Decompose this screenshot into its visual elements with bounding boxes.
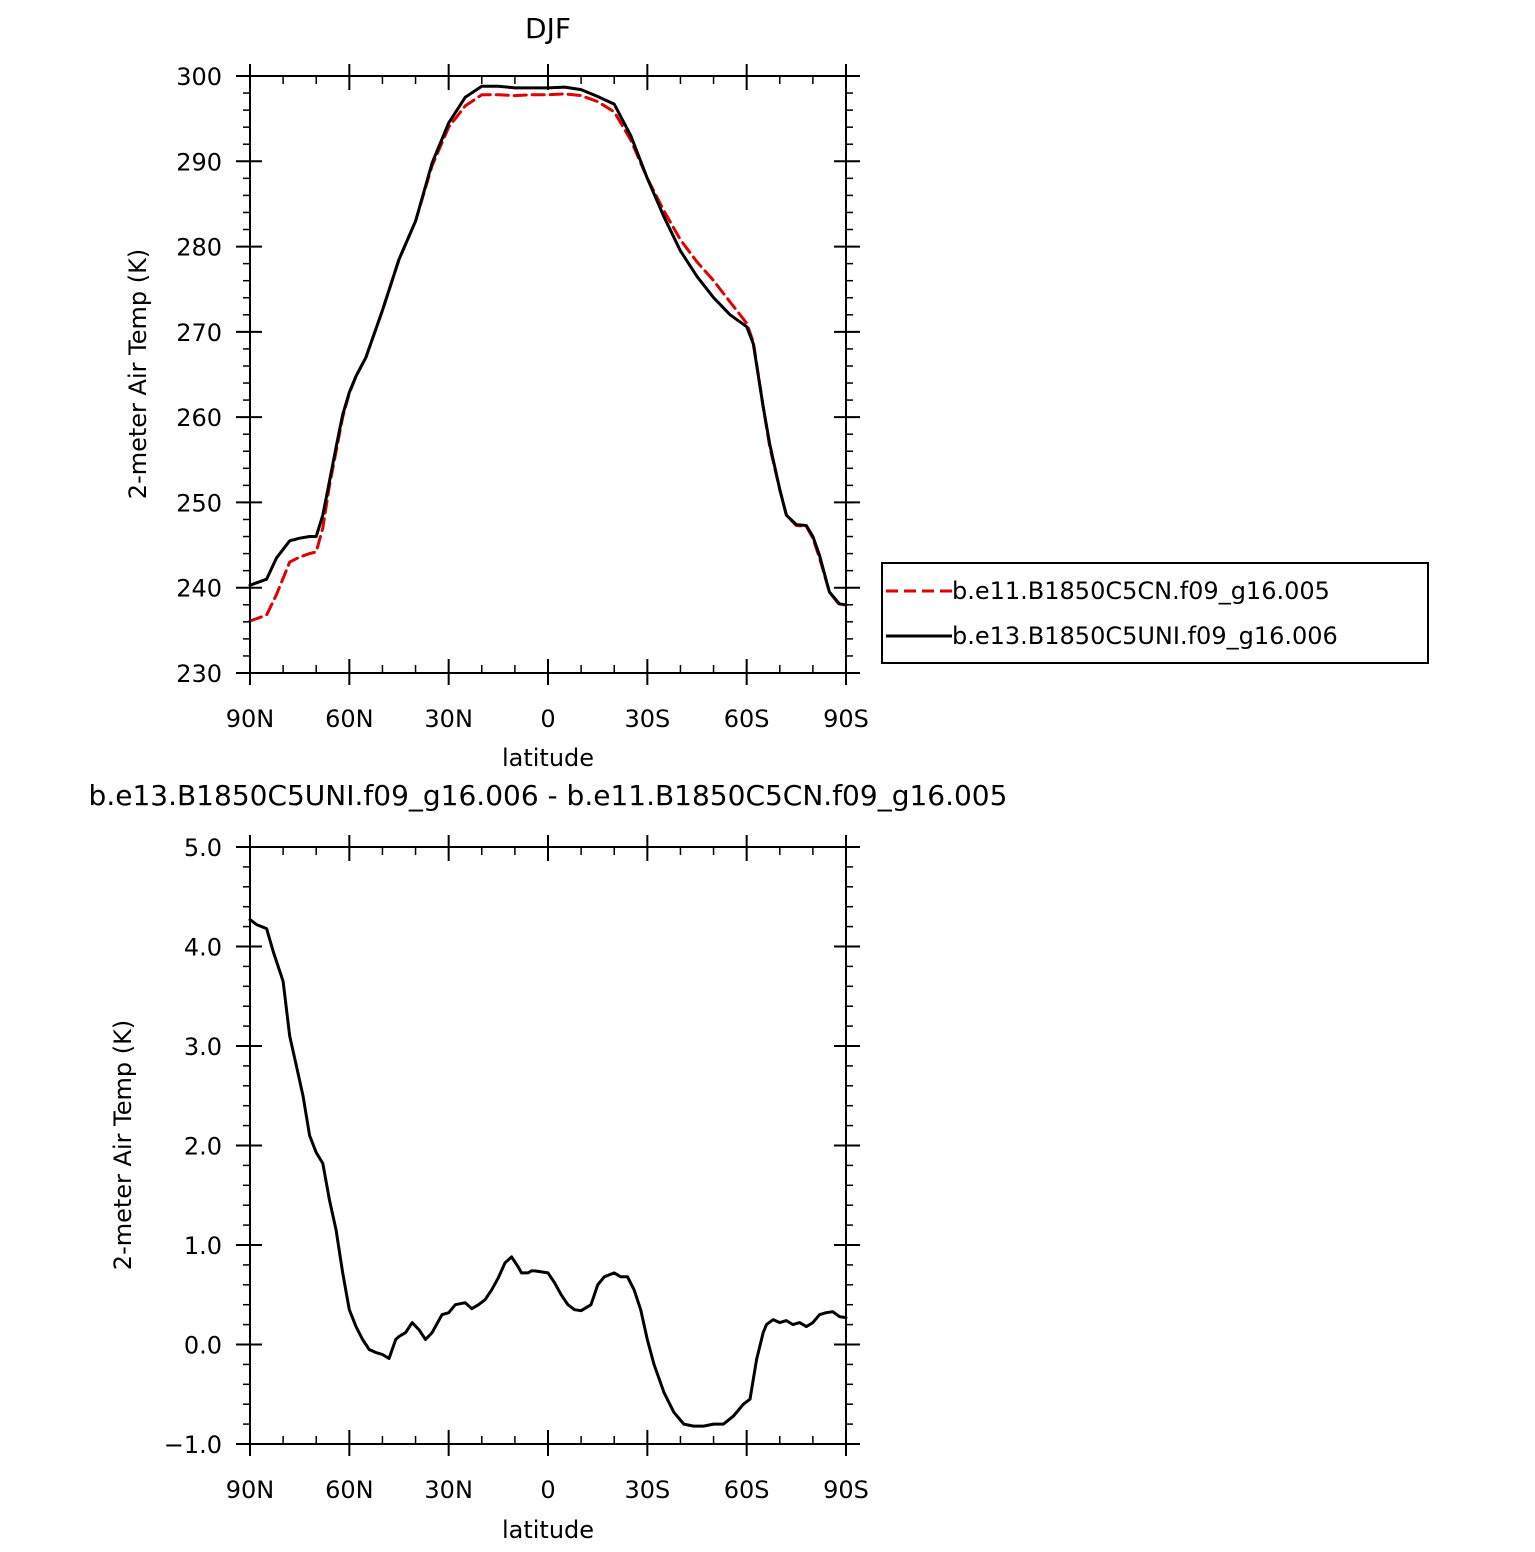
top-y-tick-label: 240 <box>176 575 222 603</box>
top-y-tick-label: 250 <box>176 489 222 517</box>
bottom-y-tick-label: 2.0 <box>184 1133 222 1161</box>
top-x-tick-label: 90S <box>823 705 869 733</box>
bottom-series-lines <box>248 918 848 1428</box>
bottom-series-line-1 <box>248 918 848 1428</box>
bottom-y-tick-labels: −1.0 0.0 1.0 2.0 3.0 4.0 5.0 <box>164 834 222 1459</box>
bottom-plot-frame <box>249 846 847 1445</box>
legend-box <box>881 562 1429 664</box>
bottom-x-tick-label: 60N <box>325 1476 374 1504</box>
top-x-axis-label: latitude <box>502 744 594 772</box>
bottom-plot-title: b.e13.B1850C5UNI.f09_g16.006 - b.e11.B18… <box>89 779 1008 812</box>
top-y-tick-label: 300 <box>176 63 222 91</box>
top-y-axis-label: 2-meter Air Temp (K) <box>124 249 152 499</box>
top-y-tick-label: 260 <box>176 404 222 432</box>
top-series-lines <box>248 84 848 623</box>
bottom-y-tick-label: 4.0 <box>184 934 222 962</box>
legend-label-series-2: b.e13.B1850C5UNI.f09_g16.006 <box>952 622 1338 650</box>
top-panel: DJF 90N 60N 30N 0 30S 60S 90S 2302402502602702… <box>124 12 869 772</box>
top-x-tick-label: 90N <box>226 705 275 733</box>
bottom-x-tick-label: 30S <box>624 1476 670 1504</box>
bottom-y-tick-label: −1.0 <box>164 1431 222 1459</box>
bottom-tick-marks <box>236 835 860 1456</box>
bottom-y-tick-label: 5.0 <box>184 834 222 862</box>
bottom-y-axis-label: 2-meter Air Temp (K) <box>109 1020 137 1270</box>
bottom-y-tick-label: 0.0 <box>184 1332 222 1360</box>
top-x-tick-label: 0 <box>540 705 555 733</box>
top-y-tick-label: 290 <box>176 148 222 176</box>
legend: b.e11.B1850C5CN.f09_g16.005 b.e13.B1850C… <box>881 562 1429 664</box>
bottom-x-axis-label: latitude <box>502 1516 594 1544</box>
top-y-tick-label: 270 <box>176 319 222 347</box>
top-plot-frame <box>249 75 847 674</box>
top-y-tick-label: 230 <box>176 660 222 688</box>
bottom-y-tick-label: 3.0 <box>184 1033 222 1061</box>
bottom-x-tick-label: 90S <box>823 1476 869 1504</box>
top-x-tick-labels: 90N 60N 30N 0 30S 60S 90S <box>226 705 869 733</box>
top-series-line-2 <box>248 84 848 607</box>
top-x-tick-label: 60N <box>325 705 374 733</box>
bottom-x-tick-label: 30N <box>424 1476 473 1504</box>
top-x-tick-label: 30N <box>424 705 473 733</box>
legend-label-series-1: b.e11.B1850C5CN.f09_g16.005 <box>952 577 1330 605</box>
top-plot-title: DJF <box>525 12 571 45</box>
top-x-tick-label: 30S <box>624 705 670 733</box>
bottom-x-tick-label: 60S <box>724 1476 770 1504</box>
top-x-tick-label: 60S <box>724 705 770 733</box>
top-y-tick-label: 280 <box>176 234 222 262</box>
top-y-tick-labels: 230 240 250 260 270 280 290 300 <box>176 63 222 688</box>
bottom-x-tick-label: 0 <box>540 1476 555 1504</box>
bottom-panel: b.e13.B1850C5UNI.f09_g16.006 - b.e11.B18… <box>89 779 1008 1544</box>
bottom-y-tick-label: 1.0 <box>184 1232 222 1260</box>
bottom-x-tick-labels: 90N 60N 30N 0 30S 60S 90S <box>226 1476 869 1504</box>
top-tick-marks <box>236 64 860 685</box>
bottom-x-tick-label: 90N <box>226 1476 275 1504</box>
